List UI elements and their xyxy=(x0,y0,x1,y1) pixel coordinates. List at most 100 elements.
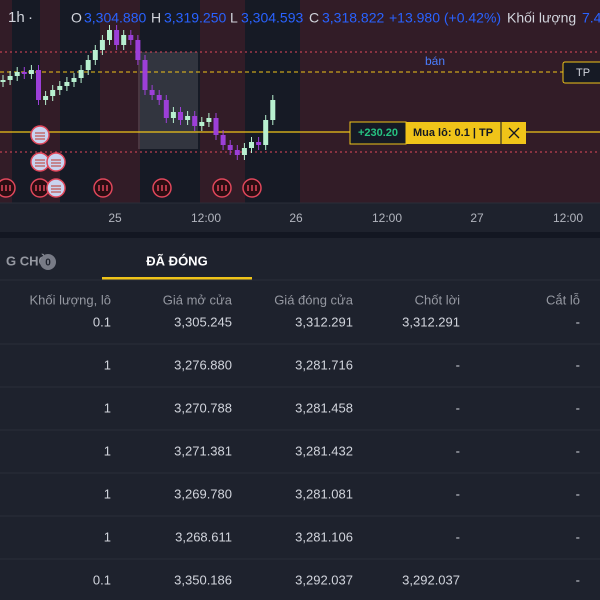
cell: 3,350.186 xyxy=(174,572,232,587)
cell: 3,305.245 xyxy=(174,314,232,329)
session-band xyxy=(200,0,245,203)
flag-icon xyxy=(247,185,257,191)
interval[interactable]: 1h xyxy=(8,9,25,26)
candle-body xyxy=(249,142,254,148)
candles xyxy=(0,25,276,160)
x-label: 25 xyxy=(108,211,122,225)
cell: 3,292.037 xyxy=(295,572,353,587)
candle-body xyxy=(156,95,162,100)
tp-tag[interactable] xyxy=(562,61,600,84)
ohlc-label: H xyxy=(151,10,161,26)
candle-body xyxy=(227,145,233,150)
flag-icon xyxy=(51,159,61,167)
flag-icon xyxy=(35,159,45,167)
candle-body xyxy=(263,120,269,145)
x-label: 26 xyxy=(289,211,303,225)
cell: 3,281.432 xyxy=(295,443,353,458)
pnl: +230.20 xyxy=(358,127,398,139)
x-label: 27 xyxy=(470,211,484,225)
flag-icon xyxy=(98,185,108,191)
flag-icon xyxy=(51,185,61,193)
table: Khối lượng, lô Giá mở cửa Giá đóng cửa Chốt… xyxy=(0,292,600,587)
candle-body xyxy=(170,112,176,118)
ohlc-value: 3,304.880 xyxy=(84,10,146,26)
cell: - xyxy=(576,529,580,544)
candle-body xyxy=(149,90,155,95)
cell: - xyxy=(576,400,580,415)
ohlc-label: L xyxy=(230,10,238,26)
volume-label: Khối lượng xyxy=(507,10,576,26)
tab-closed[interactable]: ĐÃ ĐÓNG xyxy=(146,253,207,268)
cell: - xyxy=(456,443,460,458)
position-label: Mua lô: 0.1 | TP xyxy=(413,127,493,139)
candle-body xyxy=(14,72,20,76)
volume-value: 7.4 xyxy=(582,10,600,26)
candle-body xyxy=(78,70,84,78)
candle-body xyxy=(192,116,198,126)
column-header: Giá mở cửa xyxy=(163,292,233,307)
cell: 3,281.716 xyxy=(295,357,353,372)
cell: 0.1 xyxy=(93,572,111,587)
candle-body xyxy=(185,116,191,120)
candle-body xyxy=(256,142,262,145)
event-flags xyxy=(0,125,262,198)
x-axis: 25 12:00 26 12:00 27 12:00 xyxy=(108,211,583,225)
candle-body xyxy=(270,100,276,120)
candle-body xyxy=(199,122,205,126)
cell: 3,271.381 xyxy=(174,443,232,458)
candle-body xyxy=(121,35,127,45)
ohlc-value: 3,319.250 xyxy=(164,10,226,26)
cell: - xyxy=(576,357,580,372)
candle-body xyxy=(28,70,34,74)
candle-body xyxy=(92,50,98,60)
ohlc-change: +13.980 (+0.42%) xyxy=(389,10,501,26)
x-label: 12:00 xyxy=(191,211,221,225)
cell: 3,281.458 xyxy=(295,400,353,415)
candle-body xyxy=(114,30,120,45)
cell: 0.1 xyxy=(93,314,111,329)
flag-icon xyxy=(217,185,227,191)
position-box[interactable] xyxy=(406,122,526,144)
cell: 3,268.611 xyxy=(175,529,232,544)
candle-body xyxy=(99,40,105,50)
cell: - xyxy=(576,443,580,458)
cell: 3,269.780 xyxy=(174,486,232,501)
ohlc-value: 3,304.593 xyxy=(241,10,303,26)
candle-body xyxy=(36,70,41,100)
cell: - xyxy=(576,572,580,587)
candle-body xyxy=(142,60,148,90)
candle-body xyxy=(241,148,247,155)
tab-pending[interactable]: G CHỜ xyxy=(6,253,51,268)
candle-body xyxy=(178,112,183,120)
event-flag xyxy=(30,125,50,145)
cell: 1 xyxy=(104,529,111,544)
event-flag xyxy=(46,178,66,198)
cell: 3,281.106 xyxy=(295,529,353,544)
column-header: Khối lượng, lô xyxy=(29,292,111,307)
sell-label: bán xyxy=(425,54,445,68)
event-flag xyxy=(46,152,66,172)
event-flag xyxy=(0,178,16,198)
close-position[interactable] xyxy=(508,127,520,139)
candle-body xyxy=(7,76,13,80)
candle-body xyxy=(107,30,112,40)
cell: 3,281.081 xyxy=(295,486,353,501)
cell: - xyxy=(456,400,460,415)
session-band xyxy=(300,0,600,203)
tp-tag-text: TP xyxy=(576,67,590,79)
ohlc-label: O xyxy=(71,10,82,26)
session-band xyxy=(100,0,140,203)
cell: 1 xyxy=(104,400,111,415)
candle-body xyxy=(234,150,240,155)
cell: 3,292.037 xyxy=(402,572,460,587)
candle-body xyxy=(220,135,226,145)
candle-body xyxy=(135,40,141,60)
column-header: Chốt lời xyxy=(415,292,460,307)
flag-icon xyxy=(35,185,45,191)
flag-icon xyxy=(157,185,167,191)
ohlc-label: C xyxy=(309,10,319,26)
cell: 3,312.291 xyxy=(295,314,353,329)
session-band xyxy=(40,0,60,203)
cell: 1 xyxy=(104,357,111,372)
